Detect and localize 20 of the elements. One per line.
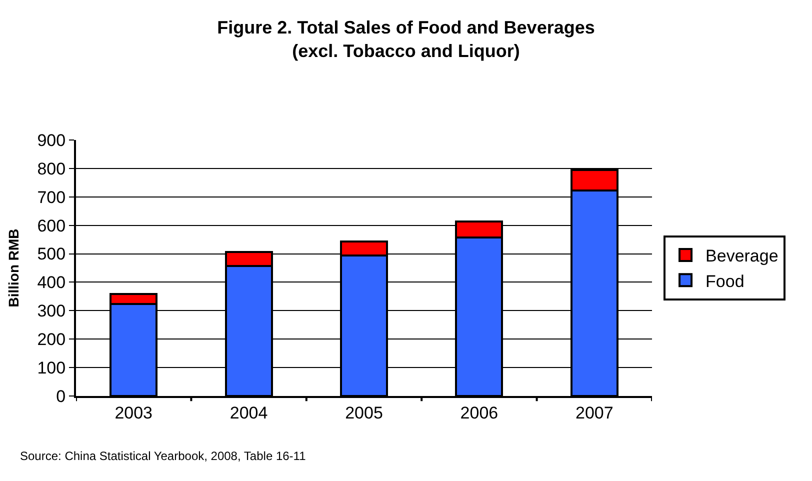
legend-label: Beverage bbox=[706, 246, 778, 266]
source-note: Source: China Statistical Yearbook, 2008, Table 16-11 bbox=[20, 449, 306, 463]
y-axis-title: Billion RMB bbox=[5, 228, 22, 308]
y-tick-label: 800 bbox=[37, 159, 66, 178]
y-tick-label: 400 bbox=[37, 273, 66, 292]
x-tick-label: 2007 bbox=[575, 403, 614, 422]
y-tick-label: 500 bbox=[37, 244, 66, 264]
y-tick-label: 300 bbox=[37, 302, 66, 321]
x-tick-label: 2006 bbox=[460, 403, 498, 422]
y-tick-label: 100 bbox=[37, 358, 66, 378]
x-tick-label: 2004 bbox=[230, 403, 268, 422]
y-tick-label: 0 bbox=[56, 386, 66, 406]
x-tick-label: 2003 bbox=[114, 403, 153, 422]
y-tick-label: 900 bbox=[37, 130, 66, 150]
y-tick-label: 600 bbox=[37, 216, 66, 236]
y-tick-label: 700 bbox=[37, 188, 66, 207]
legend-label: Food bbox=[706, 272, 744, 291]
x-tick-label: 2005 bbox=[345, 403, 383, 422]
chart-title: Figure 2. Total Sales of Food and Beverages (excl. Tobacco and Liquor) bbox=[217, 18, 595, 62]
y-tick-label: 200 bbox=[37, 330, 66, 350]
